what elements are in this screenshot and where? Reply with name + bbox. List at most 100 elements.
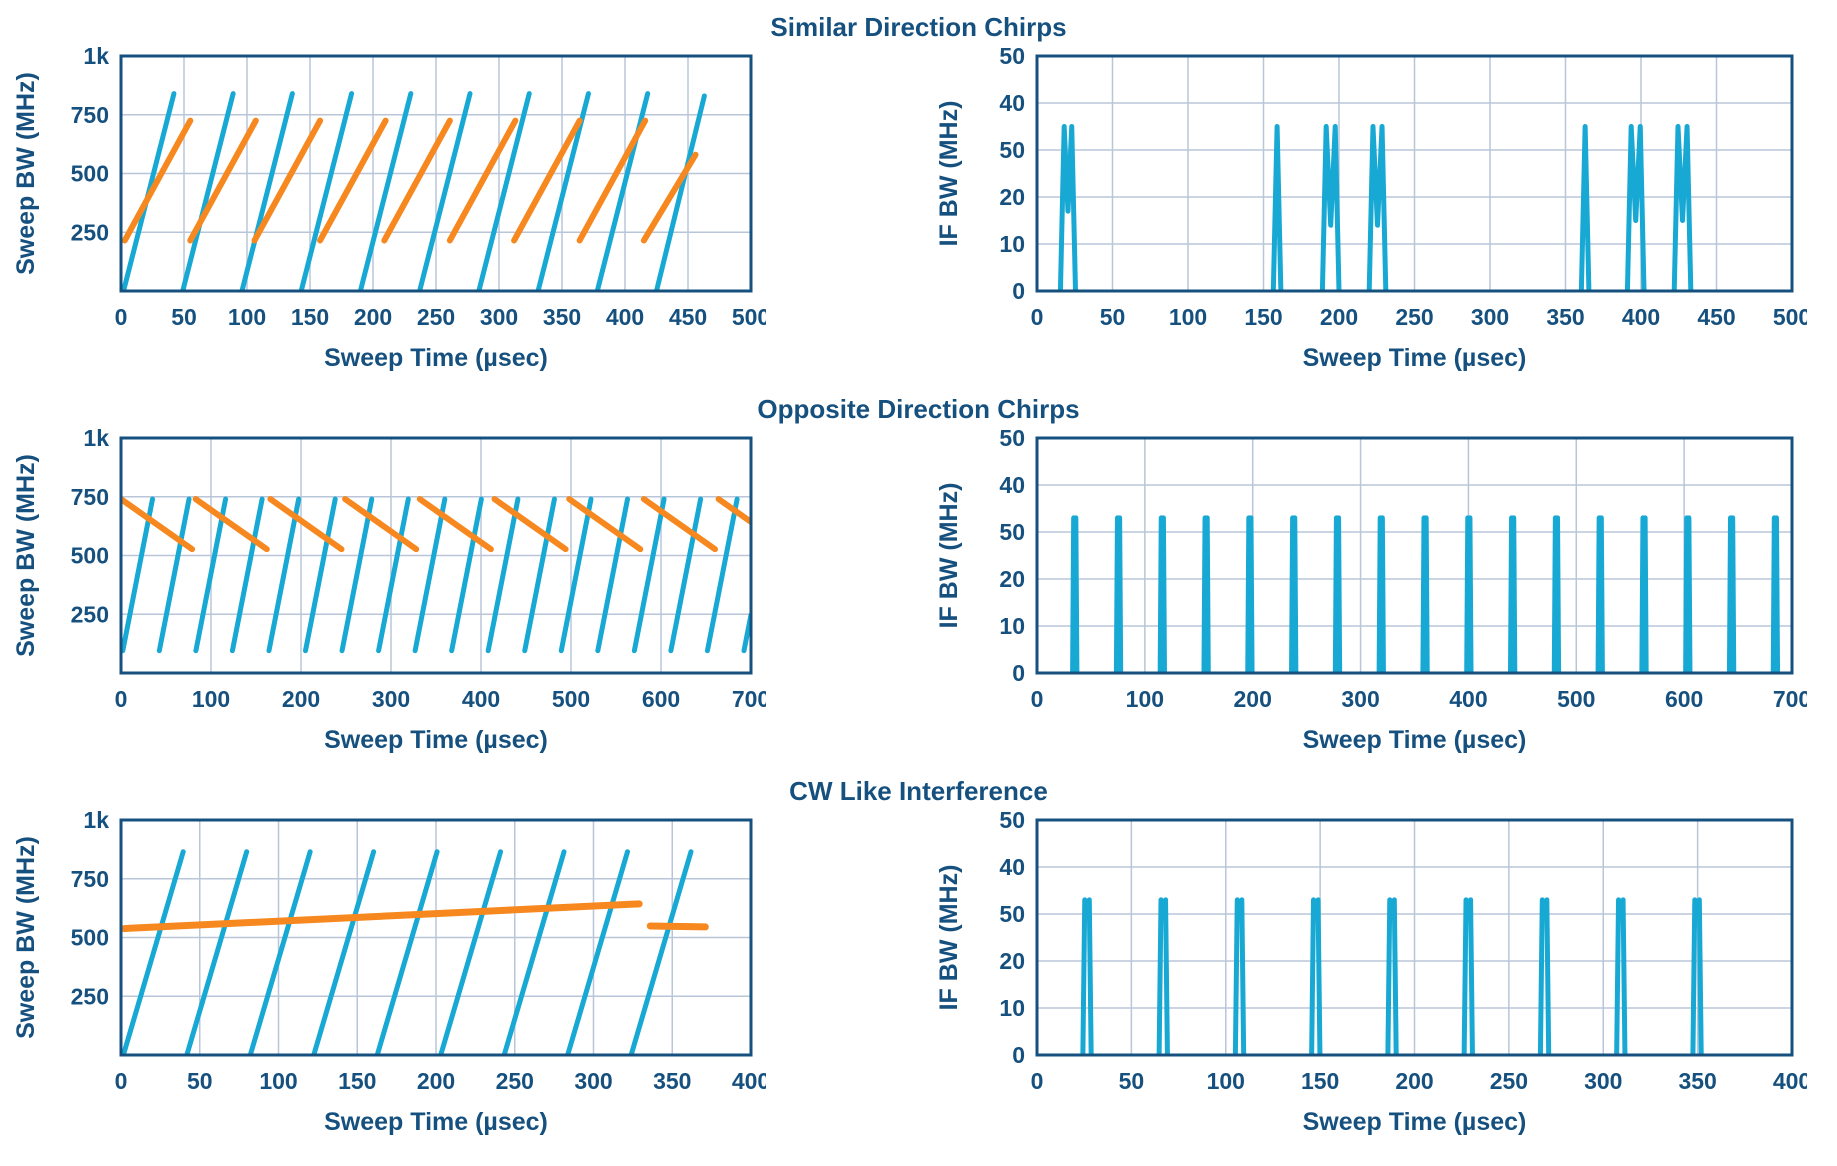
gridlines — [1037, 820, 1792, 1055]
x-axis-label: Sweep Time (µsec) — [324, 344, 548, 372]
x-tick-labels: 0 50 100 150 200 250 300 350 400 — [1031, 1068, 1807, 1094]
series-radar-chirps — [121, 496, 751, 654]
svg-text:300: 300 — [480, 304, 518, 330]
svg-text:100: 100 — [259, 1068, 297, 1094]
svg-text:500: 500 — [552, 686, 590, 712]
y-axis-label: IF BW (MHz) — [937, 483, 963, 629]
svg-text:150: 150 — [338, 1068, 376, 1094]
svg-text:600: 600 — [1665, 686, 1703, 712]
plot-frame — [119, 54, 753, 293]
svg-text:300: 300 — [1584, 1068, 1622, 1094]
x-axis-label: Sweep Time (µsec) — [324, 726, 548, 754]
svg-text:300: 300 — [574, 1068, 612, 1094]
svg-text:200: 200 — [1234, 686, 1272, 712]
svg-text:100: 100 — [1126, 686, 1164, 712]
row-title-cw-like: CW Like Interference — [789, 776, 1048, 806]
series-if-response — [1080, 897, 1704, 1055]
svg-text:500: 500 — [71, 925, 109, 951]
row-title-similar-direction: Similar Direction Chirps — [770, 12, 1067, 42]
gridlines — [1037, 438, 1792, 673]
row-cw-like: CW Like Interference 0 50 100 150 200 250 300 3… — [0, 770, 1837, 1150]
svg-text:10: 10 — [999, 231, 1025, 257]
y-axis-label: Sweep BW (MHz) — [12, 72, 40, 275]
svg-text:350: 350 — [1546, 304, 1584, 330]
svg-text:150: 150 — [291, 304, 329, 330]
svg-text:50: 50 — [1100, 304, 1126, 330]
svg-text:500: 500 — [1557, 686, 1595, 712]
chart-sweep-bw-similar-direction: 0 50 100 150 200 250 300 350 400 450 500 250 500 750 1… — [12, 46, 766, 372]
x-axis-label: Sweep Time (µsec) — [1303, 344, 1527, 372]
svg-text:150: 150 — [1244, 304, 1282, 330]
svg-text:500: 500 — [71, 543, 109, 569]
svg-text:450: 450 — [669, 304, 707, 330]
svg-text:250: 250 — [1395, 304, 1433, 330]
svg-text:0: 0 — [1031, 304, 1044, 330]
svg-text:100: 100 — [1169, 304, 1207, 330]
y-tick-labels: 0 10 20 50 40 50 — [999, 810, 1025, 1068]
svg-text:0: 0 — [1012, 1042, 1025, 1068]
plot-frame — [1035, 436, 1794, 675]
svg-text:200: 200 — [417, 1068, 455, 1094]
svg-text:40: 40 — [999, 854, 1025, 880]
svg-text:0: 0 — [115, 304, 128, 330]
y-axis-label: Sweep BW (MHz) — [12, 836, 40, 1039]
svg-text:0: 0 — [115, 686, 128, 712]
svg-text:400: 400 — [1449, 686, 1487, 712]
svg-text:350: 350 — [653, 1068, 691, 1094]
svg-text:200: 200 — [354, 304, 392, 330]
svg-text:50: 50 — [1119, 1068, 1145, 1094]
svg-text:250: 250 — [496, 1068, 534, 1094]
y-tick-labels: 0 10 20 50 40 50 — [999, 428, 1025, 686]
svg-text:350: 350 — [1678, 1068, 1716, 1094]
chart-if-bw-opposite-direction: 0 100 200 300 400 500 600 700 0 10 20 50 40 50 Sweep T… — [937, 428, 1807, 754]
svg-text:40: 40 — [999, 472, 1025, 498]
svg-text:0: 0 — [1012, 660, 1025, 686]
x-tick-labels: 0 100 200 300 400 500 600 700 — [1031, 686, 1807, 712]
svg-text:20: 20 — [999, 184, 1025, 210]
series-if-response — [1057, 124, 1694, 291]
svg-text:50: 50 — [187, 1068, 213, 1094]
plot-frame — [119, 818, 753, 1057]
series-cw-interferer — [121, 900, 709, 933]
svg-text:250: 250 — [417, 304, 455, 330]
y-tick-labels: 250 500 750 1k — [71, 428, 110, 627]
x-axis-label: Sweep Time (µsec) — [1303, 1108, 1527, 1136]
charts-row-3: 0 50 100 150 200 250 300 350 400 250 500 750 1k Sweep… — [0, 810, 1837, 1150]
svg-text:750: 750 — [71, 102, 109, 128]
svg-text:10: 10 — [999, 613, 1025, 639]
svg-text:250: 250 — [71, 219, 109, 245]
svg-text:10: 10 — [999, 995, 1025, 1021]
svg-text:750: 750 — [71, 484, 109, 510]
series-radar-chirps — [121, 849, 694, 1055]
chart-sweep-bw-opposite-direction: 0 100 200 300 400 500 600 700 250 500 750 1k Sweep T… — [12, 428, 766, 754]
svg-text:400: 400 — [606, 304, 644, 330]
x-tick-labels: 0 50 100 150 200 250 300 350 400 450 500 — [115, 304, 766, 330]
gridlines — [1037, 56, 1792, 291]
charts-row-1: 0 50 100 150 200 250 300 350 400 450 500 250 500 750 1… — [0, 46, 1837, 386]
row-title-opposite-direction: Opposite Direction Chirps — [757, 394, 1080, 424]
svg-text:50: 50 — [999, 428, 1025, 451]
svg-text:50: 50 — [999, 137, 1025, 163]
svg-text:500: 500 — [1773, 304, 1807, 330]
svg-text:50: 50 — [999, 519, 1025, 545]
svg-text:400: 400 — [732, 1068, 766, 1094]
svg-text:300: 300 — [372, 686, 410, 712]
x-tick-labels: 0 100 200 300 400 500 600 700 — [115, 686, 766, 712]
svg-text:750: 750 — [71, 866, 109, 892]
x-tick-labels: 0 50 100 150 200 250 300 350 400 450 500 — [1031, 304, 1807, 330]
svg-text:1k: 1k — [83, 810, 109, 833]
svg-text:100: 100 — [228, 304, 266, 330]
row-similar-direction: Similar Direction Chirps 0 50 100 150 200 250… — [0, 6, 1837, 386]
svg-text:500: 500 — [732, 304, 766, 330]
svg-text:200: 200 — [1320, 304, 1358, 330]
series-if-response — [1070, 515, 1781, 673]
svg-text:400: 400 — [1622, 304, 1660, 330]
svg-text:20: 20 — [999, 566, 1025, 592]
x-tick-labels: 0 50 100 150 200 250 300 350 400 — [115, 1068, 766, 1094]
svg-text:1k: 1k — [83, 46, 109, 69]
y-tick-labels: 250 500 750 1k — [71, 810, 110, 1009]
gridlines — [121, 56, 751, 291]
svg-text:500: 500 — [71, 161, 109, 187]
chart-if-bw-cw-like: 0 50 100 150 200 250 300 350 400 0 10 20 50 40 50 Sweep… — [937, 810, 1807, 1136]
series-interferer-chirps — [121, 117, 699, 244]
